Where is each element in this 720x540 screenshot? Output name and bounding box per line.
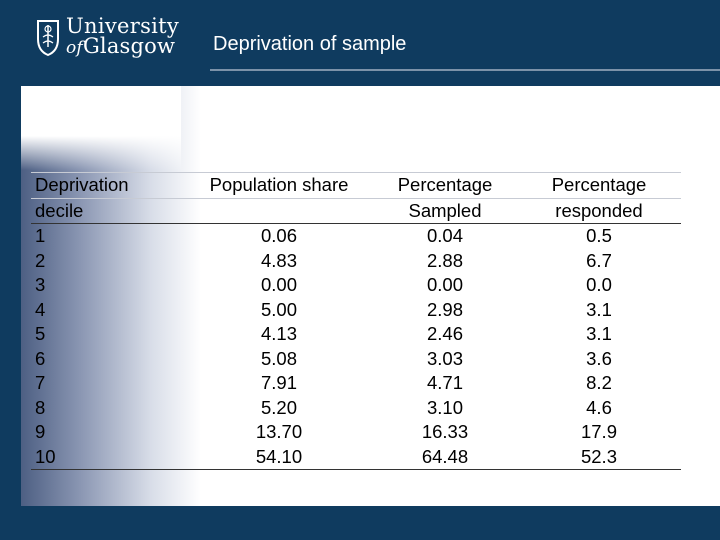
- header-deprivation-decile-2: decile: [31, 197, 185, 224]
- cell-percentage-responded: 8.2: [586, 372, 612, 393]
- cell-percentage-responded: 0.5: [586, 225, 612, 246]
- cell-decile: 3: [35, 274, 46, 295]
- slide-header: University ofGlasgow Deprivation of samp…: [0, 0, 720, 86]
- table-row: 5 4.13 2.46 3.1: [31, 322, 681, 347]
- header-population-share-2: [185, 197, 373, 224]
- cell-percentage-responded: 3.1: [586, 298, 612, 320]
- title-divider: [210, 69, 720, 71]
- logo-university: University: [66, 14, 180, 38]
- cell-percentage-sampled: 2.98: [426, 298, 463, 320]
- slide-title: Deprivation of sample: [213, 33, 407, 55]
- cell-population-share: 7.91: [260, 372, 297, 393]
- cell-population-share: 54.10: [185, 444, 373, 470]
- cell-population-share: 5.08: [260, 347, 297, 369]
- table-row: 4 5.00 2.98 3.1: [31, 298, 681, 323]
- cell-population-share: 5.00: [260, 298, 297, 320]
- cell-percentage-sampled: 0.04: [426, 225, 463, 246]
- table-row: 3 0.00 0.00 0.0: [31, 273, 681, 298]
- cell-decile: 4: [35, 298, 46, 320]
- cell-percentage-responded: 3.1: [586, 323, 612, 344]
- table-row: 7 7.91 4.71 8.2: [31, 371, 681, 396]
- table-row: 2 4.83 2.88 6.7: [31, 249, 681, 274]
- cell-decile: 6: [35, 347, 46, 369]
- cell-percentage-sampled: 3.03: [426, 347, 463, 369]
- cell-decile: 5: [35, 323, 46, 344]
- cell-population-share: 13.70: [255, 421, 303, 442]
- table-row: 6 5.08 3.03 3.6: [31, 347, 681, 372]
- table-row: 10 54.10 64.48 52.3: [31, 444, 681, 470]
- table-row: 8 5.20 3.10 4.6: [31, 396, 681, 421]
- cell-percentage-responded: 4.6: [586, 396, 612, 418]
- cell-decile: 2: [35, 249, 46, 271]
- cell-percentage-sampled: 64.48: [373, 444, 517, 470]
- logo-glasgow: ofGlasgow: [66, 34, 176, 59]
- crest-icon: [37, 20, 59, 57]
- cell-decile: 8: [35, 396, 46, 418]
- cell-population-share: 0.06: [260, 225, 297, 246]
- logo-text: University ofGlasgow: [66, 14, 180, 59]
- table-row: 9 13.70 16.33 17.9: [31, 420, 681, 445]
- cell-population-share: 0.00: [260, 274, 297, 295]
- cell-percentage-sampled: 3.10: [426, 396, 463, 418]
- cell-decile: 1: [35, 225, 46, 246]
- table-row: 1 0.06 0.04 0.5: [31, 224, 681, 249]
- cell-decile: 7: [35, 372, 46, 393]
- table-header-row: Deprivation Population share Percentage …: [31, 172, 681, 198]
- slide-footer: [0, 506, 720, 540]
- header-population-share-1: Population share: [185, 172, 373, 198]
- table-header-row: decile Sampled responded: [31, 197, 681, 224]
- cell-population-share: 4.83: [260, 249, 297, 271]
- cell-percentage-sampled: 0.00: [426, 274, 463, 295]
- cell-percentage-responded: 0.0: [586, 274, 612, 295]
- header-percentage-responded-1: Percentage: [517, 172, 681, 198]
- cell-percentage-sampled: 2.88: [426, 249, 463, 271]
- header-percentage-responded-2: responded: [517, 197, 681, 224]
- university-logo: University ofGlasgow: [36, 14, 179, 60]
- cell-decile: 10: [31, 444, 185, 470]
- header-deprivation-decile-1: Deprivation: [31, 172, 185, 198]
- cell-percentage-responded: 17.9: [580, 421, 617, 442]
- cell-percentage-responded: 3.6: [586, 347, 612, 369]
- panel-top-fade: [21, 86, 181, 170]
- header-percentage-sampled-1: Percentage: [373, 172, 517, 198]
- deprivation-table: Deprivation Population share Percentage …: [31, 172, 681, 470]
- cell-population-share: 4.13: [260, 323, 297, 344]
- cell-percentage-responded: 6.7: [586, 249, 612, 271]
- cell-population-share: 5.20: [260, 396, 297, 418]
- cell-decile: 9: [35, 421, 46, 442]
- cell-percentage-sampled: 16.33: [421, 421, 469, 442]
- cell-percentage-sampled: 4.71: [426, 372, 463, 393]
- cell-percentage-sampled: 2.46: [426, 323, 463, 344]
- header-percentage-sampled-2: Sampled: [373, 197, 517, 224]
- cell-percentage-responded: 52.3: [517, 444, 681, 470]
